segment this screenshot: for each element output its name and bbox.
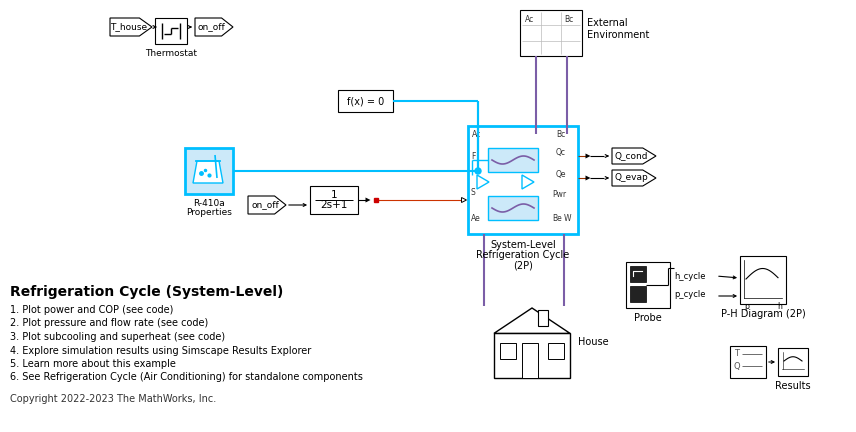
Text: Q_cond: Q_cond (614, 152, 648, 161)
Bar (740, 256, 786, 304)
Text: 2. Plot pressure and flow rate (see code): 2. Plot pressure and flow rate (see code… (10, 318, 208, 328)
Text: Copyright 2022-2023 The MathWorks, Inc.: Copyright 2022-2023 The MathWorks, Inc. (10, 394, 217, 404)
Text: h_cycle: h_cycle (674, 272, 705, 281)
Bar (522, 343, 538, 378)
Text: Ae: Ae (471, 214, 481, 223)
Text: Thermostat: Thermostat (145, 49, 197, 58)
Bar (310, 186, 358, 214)
Text: Bc: Bc (564, 15, 574, 24)
Text: T_house: T_house (110, 22, 147, 32)
Polygon shape (461, 197, 467, 203)
Text: on_off: on_off (198, 22, 225, 32)
Text: Be: Be (552, 214, 562, 223)
Bar (185, 148, 233, 194)
Bar (548, 343, 564, 359)
Text: Bc: Bc (556, 130, 565, 139)
Bar (778, 348, 808, 376)
Text: Probe: Probe (634, 313, 662, 323)
Text: Qc: Qc (556, 148, 566, 157)
Text: External: External (587, 18, 627, 28)
Text: on_off: on_off (251, 200, 279, 210)
Text: Ac: Ac (472, 130, 481, 139)
Bar (500, 343, 516, 359)
Text: Refrigeration Cycle: Refrigeration Cycle (477, 250, 569, 260)
Text: R-410a: R-410a (193, 199, 225, 208)
Text: T: T (734, 349, 739, 359)
Text: Q: Q (734, 362, 740, 371)
Text: Properties: Properties (186, 208, 232, 217)
Polygon shape (366, 197, 371, 203)
Polygon shape (195, 18, 233, 36)
Polygon shape (110, 18, 152, 36)
Polygon shape (522, 175, 534, 189)
Text: (2P): (2P) (513, 260, 533, 270)
Circle shape (475, 168, 481, 174)
Bar (488, 196, 538, 220)
Text: 2s+1: 2s+1 (320, 200, 348, 210)
Bar (630, 266, 646, 282)
Text: 6. See Refrigeration Cycle (Air Conditioning) for standalone components: 6. See Refrigeration Cycle (Air Conditio… (10, 372, 363, 382)
Text: Qe: Qe (556, 170, 567, 179)
Text: W: W (564, 214, 572, 223)
Text: p: p (744, 302, 749, 311)
Text: 3. Plot subcooling and superheat (see code): 3. Plot subcooling and superheat (see co… (10, 332, 225, 342)
Text: Ac: Ac (525, 15, 534, 24)
Bar (155, 18, 187, 44)
Polygon shape (612, 170, 656, 186)
Polygon shape (586, 153, 591, 159)
Bar (338, 90, 393, 112)
Text: 1: 1 (330, 190, 337, 200)
Bar (730, 346, 766, 378)
Bar (520, 10, 582, 56)
Text: Pwr: Pwr (552, 190, 566, 199)
Polygon shape (612, 148, 656, 164)
Text: P-H Diagram (2P): P-H Diagram (2P) (721, 309, 805, 319)
Text: Refrigeration Cycle (System-Level): Refrigeration Cycle (System-Level) (10, 285, 283, 299)
Polygon shape (586, 175, 591, 181)
Text: System-Level: System-Level (490, 240, 556, 250)
Bar (468, 126, 578, 234)
Bar (494, 334, 570, 378)
Text: Environment: Environment (587, 30, 650, 40)
Text: 4. Explore simulation results using Simscape Results Explorer: 4. Explore simulation results using Sims… (10, 346, 312, 356)
Bar (626, 262, 670, 308)
Text: S: S (471, 188, 476, 197)
Text: h: h (777, 302, 782, 311)
Text: f(x) = 0: f(x) = 0 (347, 96, 384, 106)
Polygon shape (494, 308, 570, 334)
Polygon shape (248, 196, 286, 214)
Text: F: F (471, 152, 475, 161)
Text: p_cycle: p_cycle (674, 290, 705, 299)
Text: Results: Results (776, 381, 811, 391)
Bar (488, 148, 538, 172)
Bar (630, 286, 646, 302)
Text: Q_evap: Q_evap (614, 174, 648, 182)
Bar (538, 310, 548, 326)
Text: 5. Learn more about this example: 5. Learn more about this example (10, 359, 175, 369)
Polygon shape (193, 161, 223, 183)
Text: 1. Plot power and COP (see code): 1. Plot power and COP (see code) (10, 305, 174, 315)
Polygon shape (477, 175, 489, 189)
Text: House: House (578, 337, 609, 347)
